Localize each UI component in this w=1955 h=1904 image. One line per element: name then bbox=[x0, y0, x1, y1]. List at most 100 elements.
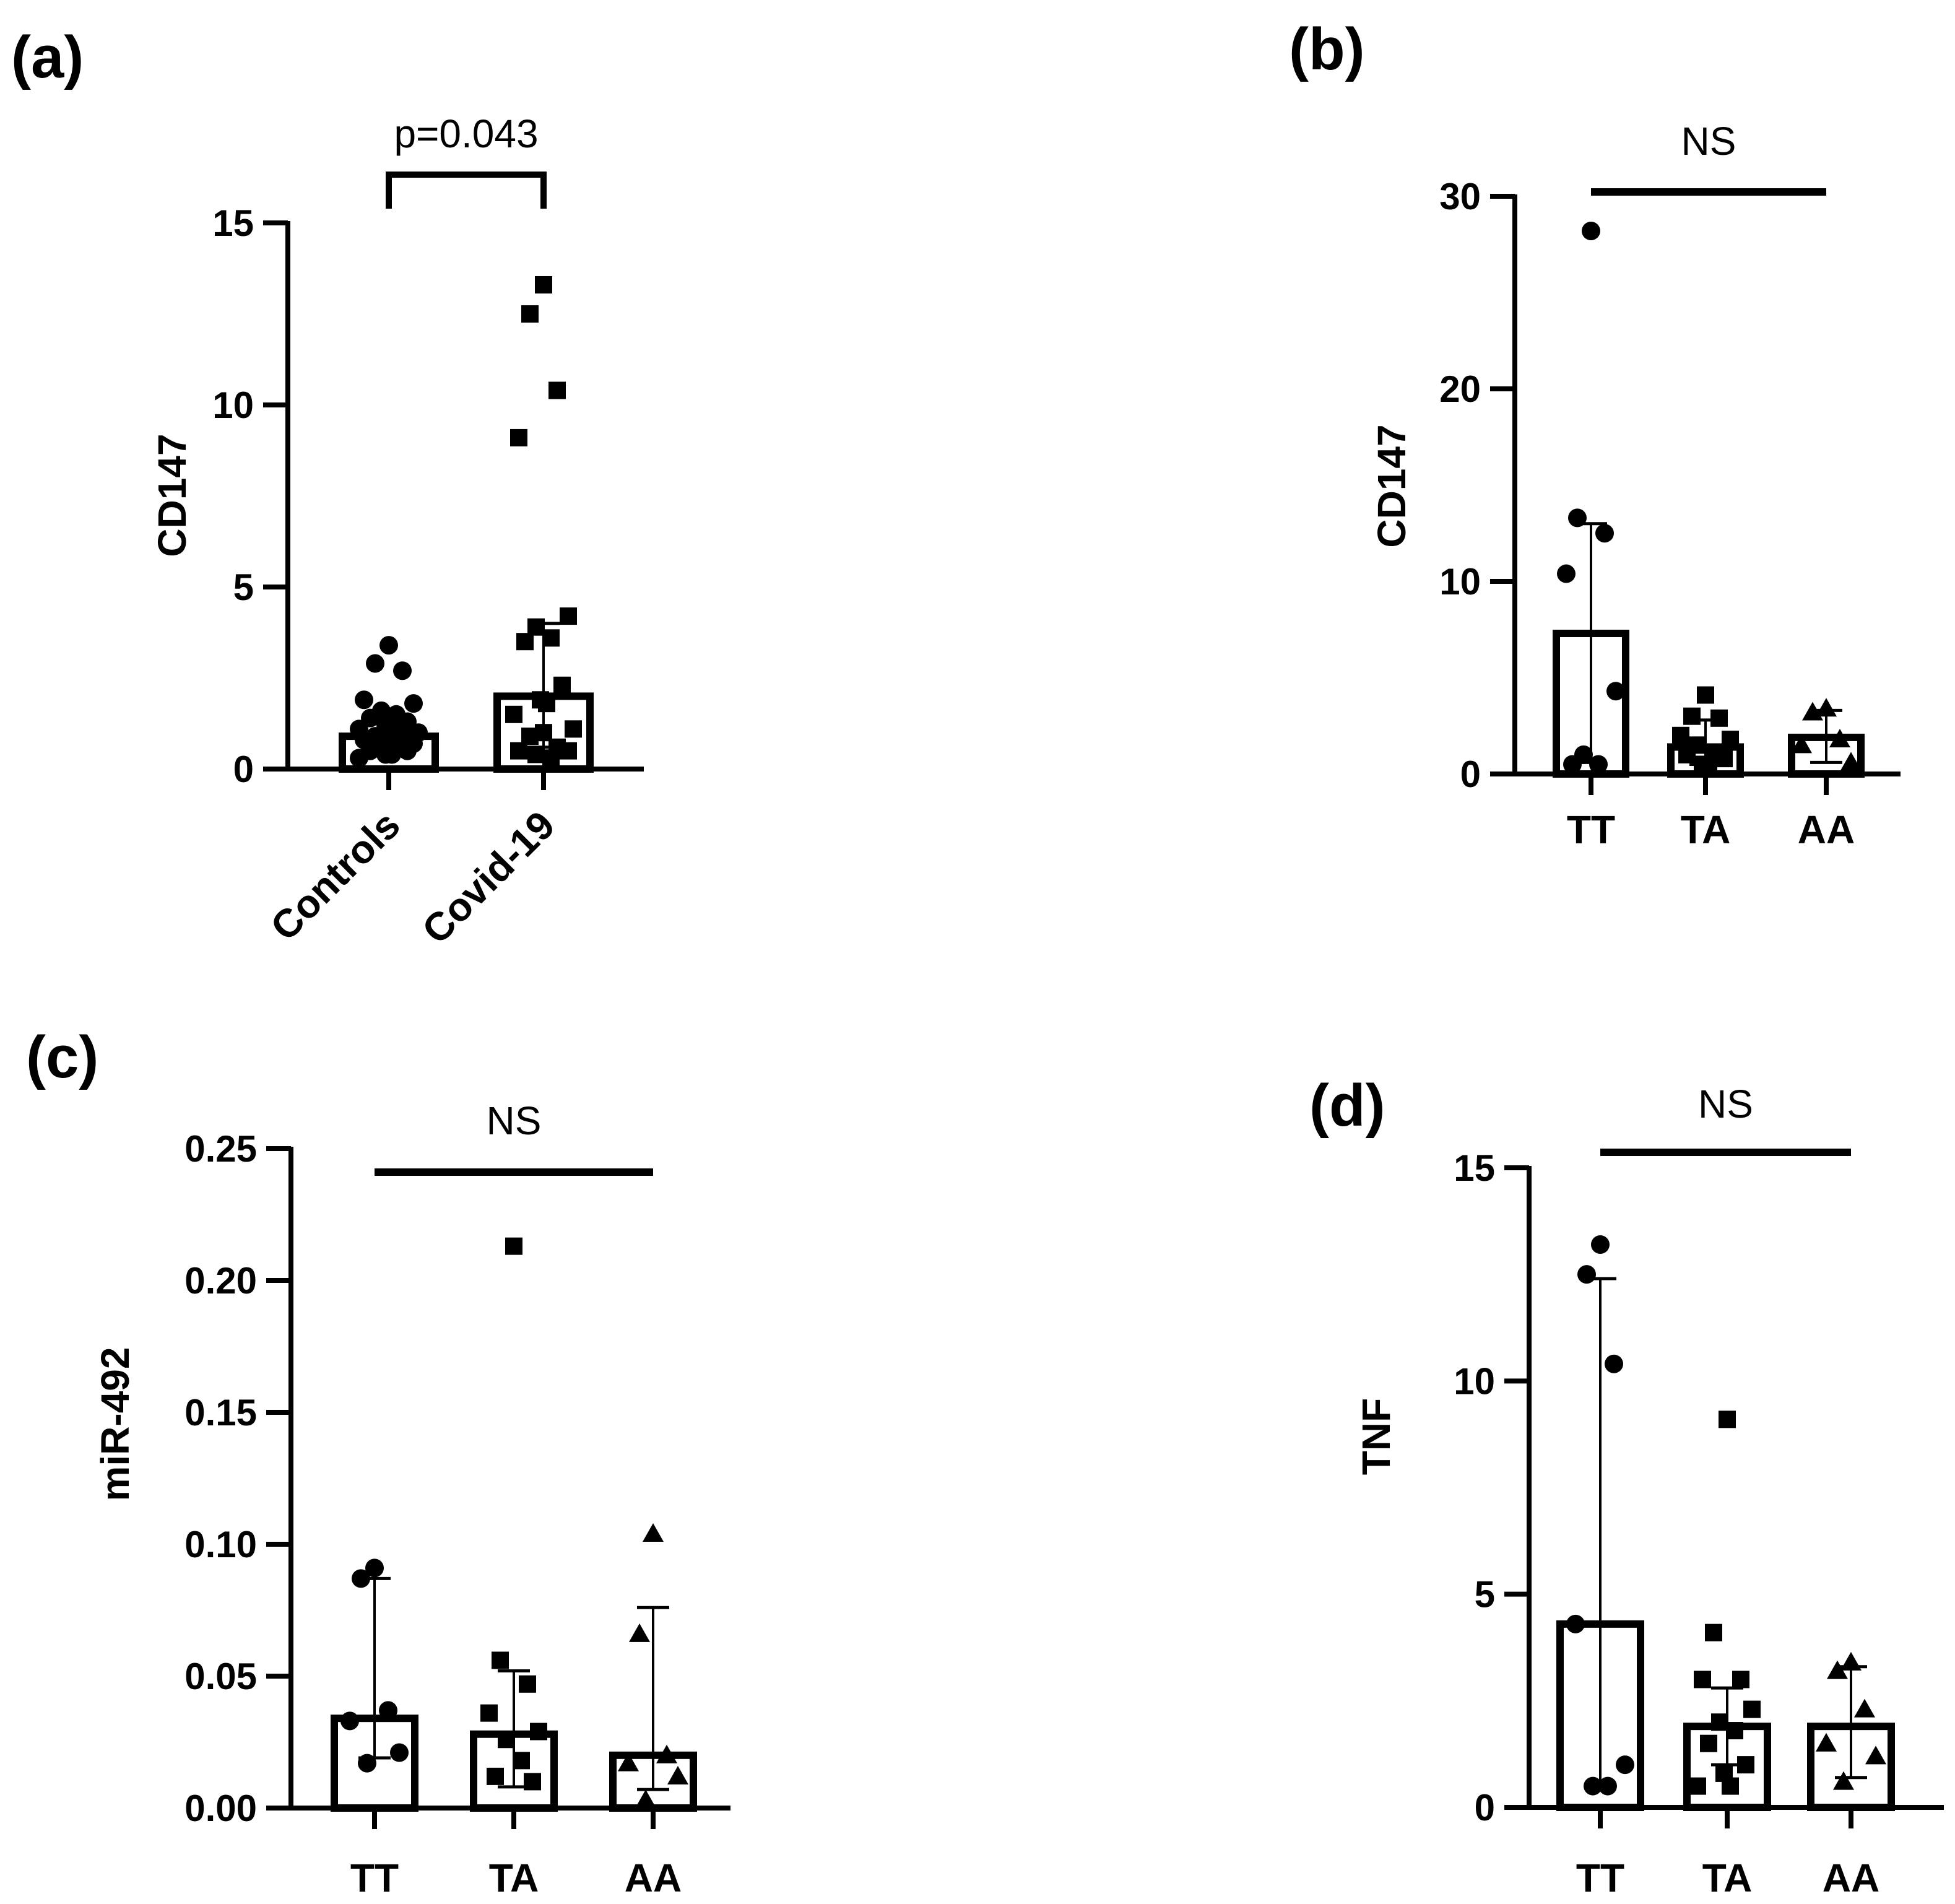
data-point bbox=[643, 1523, 664, 1542]
significance-label: NS bbox=[1681, 119, 1736, 163]
data-point bbox=[1591, 1235, 1610, 1254]
y-axis-title: CD147 bbox=[150, 433, 194, 557]
data-point bbox=[1732, 1671, 1749, 1689]
data-point bbox=[355, 690, 373, 710]
panel-label: (a) bbox=[11, 24, 84, 90]
data-point bbox=[542, 749, 560, 767]
x-category-label: TA bbox=[1702, 1856, 1753, 1900]
data-point bbox=[1719, 1411, 1736, 1428]
data-point bbox=[548, 381, 566, 399]
data-point bbox=[656, 1744, 677, 1763]
data-point bbox=[383, 745, 401, 764]
data-point bbox=[1700, 1734, 1717, 1752]
data-point bbox=[1865, 1745, 1886, 1765]
data-point bbox=[480, 1704, 498, 1722]
x-category-label: TA bbox=[489, 1856, 539, 1900]
data-point bbox=[350, 749, 368, 768]
data-point bbox=[1840, 1651, 1862, 1671]
x-category-label: TT bbox=[350, 1856, 399, 1900]
panel-b: (b) CD147 0 10 20 30 TT TA AA NS bbox=[1289, 16, 1901, 852]
data-point bbox=[1840, 752, 1862, 771]
data-point bbox=[1802, 702, 1823, 721]
x-category-label: TT bbox=[1567, 807, 1615, 852]
data-point bbox=[1816, 1732, 1837, 1752]
data-point bbox=[1683, 707, 1701, 725]
data-point bbox=[366, 654, 384, 673]
data-point bbox=[510, 742, 527, 760]
data-point bbox=[404, 694, 423, 713]
data-point bbox=[1737, 1756, 1754, 1774]
data-point bbox=[1616, 1755, 1634, 1775]
data-point bbox=[1577, 1265, 1596, 1284]
y-tick-label: 0 bbox=[1475, 1787, 1495, 1828]
data-point bbox=[1595, 524, 1614, 543]
data-point bbox=[560, 742, 577, 760]
y-tick-label: 10 bbox=[1439, 561, 1481, 602]
data-point bbox=[390, 1743, 409, 1762]
data-point bbox=[379, 636, 398, 655]
x-category-label: TT bbox=[1576, 1856, 1624, 1900]
data-point bbox=[1827, 1660, 1848, 1679]
data-point bbox=[1791, 734, 1812, 754]
data-point bbox=[1566, 1614, 1585, 1633]
data-point bbox=[527, 618, 545, 636]
data-point bbox=[542, 629, 560, 647]
data-point bbox=[398, 741, 417, 760]
panel-d: (d) TNF 0 5 10 15 TT TA AA NS bbox=[1309, 1072, 1944, 1900]
data-point bbox=[1697, 686, 1714, 704]
data-point bbox=[1582, 221, 1600, 240]
panel-label: (b) bbox=[1289, 16, 1365, 82]
y-tick-label: 30 bbox=[1439, 176, 1481, 217]
data-point bbox=[521, 728, 539, 746]
data-point bbox=[1726, 1722, 1743, 1740]
panel-label: (c) bbox=[26, 1024, 98, 1090]
y-tick-label: 10 bbox=[212, 385, 254, 426]
y-tick-label: 5 bbox=[1475, 1574, 1495, 1615]
data-point bbox=[1711, 1713, 1728, 1731]
data-point bbox=[1816, 698, 1837, 717]
data-point bbox=[535, 276, 552, 293]
panel-a: (a) CD147 0 5 10 15 Controls Covid-19 p=0.043 bbox=[11, 24, 644, 952]
data-point bbox=[1598, 1776, 1617, 1796]
significance-label: p=0.043 bbox=[394, 111, 538, 156]
data-point bbox=[1700, 757, 1717, 775]
y-tick-label: 5 bbox=[233, 567, 254, 608]
data-point bbox=[667, 1765, 688, 1784]
data-point bbox=[1563, 755, 1582, 774]
data-point bbox=[1678, 746, 1696, 763]
y-tick-label: 0.00 bbox=[184, 1788, 257, 1829]
data-point bbox=[538, 695, 555, 713]
data-point bbox=[530, 1723, 547, 1741]
data-point bbox=[635, 1789, 656, 1809]
y-tick-label: 0.05 bbox=[184, 1656, 257, 1697]
data-point bbox=[1854, 1698, 1875, 1718]
data-point bbox=[565, 720, 582, 738]
data-point bbox=[560, 607, 577, 625]
x-category-label: AA bbox=[1823, 1856, 1879, 1900]
data-point bbox=[524, 1773, 541, 1791]
data-point bbox=[629, 1623, 650, 1642]
y-tick-label: 0 bbox=[233, 749, 254, 790]
data-point bbox=[510, 428, 527, 446]
data-point bbox=[618, 1752, 639, 1771]
y-tick-label: 0.15 bbox=[184, 1392, 257, 1433]
data-point bbox=[1689, 1777, 1706, 1795]
data-point bbox=[516, 633, 534, 651]
data-point bbox=[505, 705, 522, 723]
y-tick-label: 0.20 bbox=[184, 1260, 257, 1302]
panel-c: (c) miR-492 0.00 0.05 0.10 0.15 0.20 0.25 TT TA AA… bbox=[26, 1024, 730, 1900]
data-point bbox=[340, 1711, 359, 1731]
data-point bbox=[519, 1675, 536, 1693]
data-point bbox=[379, 1701, 397, 1720]
data-point bbox=[505, 1237, 522, 1255]
data-point bbox=[1605, 1354, 1623, 1373]
data-point bbox=[1710, 709, 1728, 727]
data-point bbox=[1722, 731, 1739, 749]
significance-label: NS bbox=[1698, 1082, 1753, 1126]
data-point bbox=[1606, 682, 1625, 701]
data-point bbox=[487, 1767, 504, 1785]
y-tick-label: 0.25 bbox=[184, 1128, 257, 1170]
y-axis-title: miR-492 bbox=[93, 1347, 137, 1502]
data-point bbox=[1672, 726, 1689, 744]
